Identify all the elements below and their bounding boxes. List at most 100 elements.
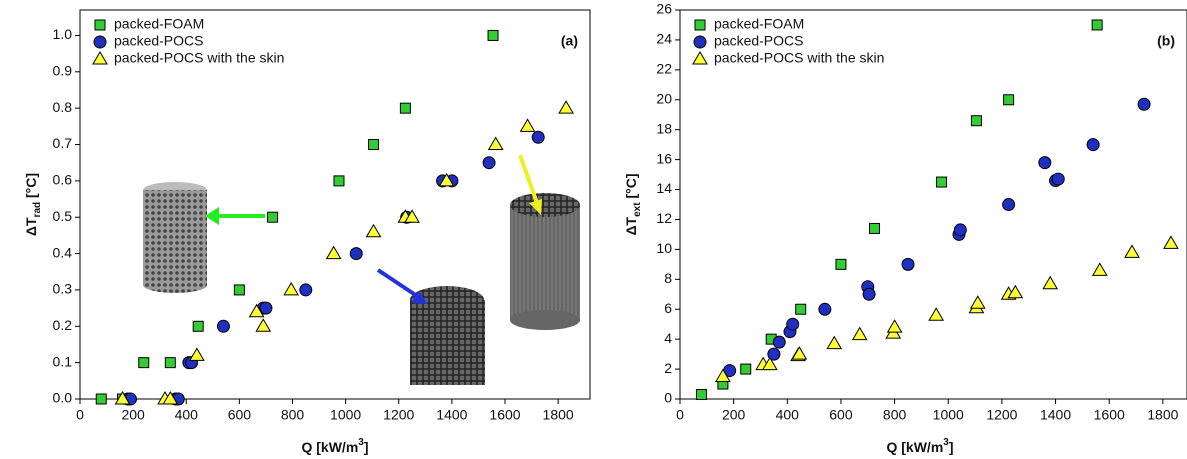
y-axis-label: ΔText [°C] bbox=[623, 173, 643, 235]
x-tick-label: 600 bbox=[829, 407, 853, 423]
x-tick-label: 0 bbox=[676, 407, 684, 423]
point bbox=[233, 284, 245, 296]
point bbox=[482, 156, 496, 170]
point bbox=[767, 347, 781, 361]
point bbox=[970, 115, 982, 127]
plot-frame bbox=[79, 9, 591, 400]
x-tick-label: 1400 bbox=[436, 407, 467, 423]
point bbox=[791, 346, 808, 360]
legend-label: packed-POCS with the skin bbox=[114, 50, 284, 66]
point bbox=[886, 319, 903, 333]
y-tick-label: 0.1 bbox=[53, 353, 73, 369]
x-tick-label: 1200 bbox=[383, 407, 414, 423]
point bbox=[114, 391, 131, 405]
point bbox=[761, 356, 778, 371]
x-axis-label-part: 3 bbox=[943, 437, 949, 448]
point bbox=[772, 335, 786, 349]
point bbox=[795, 303, 807, 315]
legend-marker bbox=[93, 35, 107, 49]
x-tick-label: 1600 bbox=[1094, 407, 1125, 423]
y-tick-label: 0.6 bbox=[53, 172, 73, 188]
y-tick-label: 16 bbox=[656, 150, 672, 166]
panel-label: (a) bbox=[561, 33, 578, 49]
legend-label: packed-FOAM bbox=[714, 16, 804, 32]
y-tick-label: 2 bbox=[664, 360, 672, 376]
y-tick-label: 10 bbox=[656, 240, 672, 256]
y-tick-label: 0.9 bbox=[53, 63, 73, 79]
x-tick-label: 1000 bbox=[933, 407, 964, 423]
y-tick-label: 18 bbox=[656, 120, 672, 136]
point bbox=[818, 302, 832, 316]
x-tick-label: 1200 bbox=[986, 407, 1017, 423]
chart: 0 200 400 600 800 1000 1200 1400 1600 18000246810… bbox=[623, 1, 1187, 455]
y-tick-label: 0.2 bbox=[53, 317, 73, 333]
y-axis-label-part: ext bbox=[632, 202, 643, 217]
y-tick-label: 0.3 bbox=[53, 281, 73, 297]
y-tick-label: 0.8 bbox=[53, 99, 73, 115]
point bbox=[740, 363, 752, 375]
y-tick-label: 4 bbox=[664, 330, 672, 346]
point bbox=[786, 317, 800, 331]
x-axis-label-part: ] bbox=[949, 439, 954, 455]
point bbox=[259, 301, 273, 315]
y-axis-label-part: rad bbox=[32, 202, 43, 218]
y-tick-label: 14 bbox=[656, 180, 672, 196]
point bbox=[1007, 284, 1024, 299]
legend-marker bbox=[693, 35, 707, 49]
x-axis-label-part: Q [kW/m bbox=[301, 439, 358, 455]
point bbox=[835, 258, 847, 270]
point bbox=[368, 139, 380, 151]
point bbox=[399, 102, 411, 114]
point bbox=[1002, 198, 1016, 211]
point bbox=[333, 175, 345, 187]
x-tick-label: 400 bbox=[776, 407, 800, 423]
point bbox=[267, 211, 279, 223]
x-axis-label: Q [kW/m3] bbox=[886, 437, 953, 455]
x-axis-label-part: ] bbox=[364, 439, 369, 455]
x-axis-label-part: 3 bbox=[358, 437, 364, 448]
point bbox=[1042, 275, 1059, 290]
point bbox=[936, 176, 948, 188]
point bbox=[487, 29, 499, 41]
legend-label: packed-POCS with the skin bbox=[714, 50, 884, 66]
y-tick-label: 0.4 bbox=[53, 244, 73, 260]
y-axis-label-part: ΔT bbox=[623, 216, 639, 235]
x-axis-label-part: Q [kW/m bbox=[886, 439, 943, 455]
y-tick-label: 12 bbox=[656, 210, 672, 226]
point bbox=[1091, 19, 1103, 31]
point bbox=[164, 357, 176, 369]
point bbox=[1086, 138, 1100, 152]
point bbox=[1163, 235, 1179, 249]
x-tick-label: 1600 bbox=[489, 407, 520, 423]
point bbox=[248, 303, 265, 318]
point bbox=[255, 318, 272, 332]
plot-frame bbox=[679, 9, 1187, 400]
point bbox=[95, 393, 107, 405]
point bbox=[862, 287, 876, 301]
y-tick-label: 20 bbox=[656, 90, 672, 106]
point bbox=[826, 335, 843, 350]
legend-marker bbox=[694, 19, 706, 31]
legend-label: packed-FOAM bbox=[114, 16, 204, 32]
point bbox=[558, 100, 574, 114]
x-tick-label: 1800 bbox=[543, 407, 574, 423]
point bbox=[1051, 172, 1065, 186]
point bbox=[868, 222, 880, 234]
y-tick-label: 24 bbox=[656, 31, 672, 47]
point bbox=[216, 319, 230, 333]
y-tick-label: 0.7 bbox=[53, 135, 73, 151]
y-axis-label-part: [°C] bbox=[623, 173, 639, 202]
point bbox=[969, 295, 986, 309]
x-tick-label: 200 bbox=[722, 407, 746, 423]
point bbox=[901, 257, 915, 271]
x-tick-label: 200 bbox=[121, 407, 145, 423]
y-axis-label-part: ΔT bbox=[23, 217, 39, 236]
point bbox=[438, 172, 455, 187]
point bbox=[928, 307, 945, 321]
y-tick-label: 0 bbox=[664, 390, 672, 406]
point bbox=[299, 283, 313, 297]
point bbox=[519, 118, 536, 132]
sample-images bbox=[143, 154, 580, 385]
point bbox=[404, 209, 420, 223]
